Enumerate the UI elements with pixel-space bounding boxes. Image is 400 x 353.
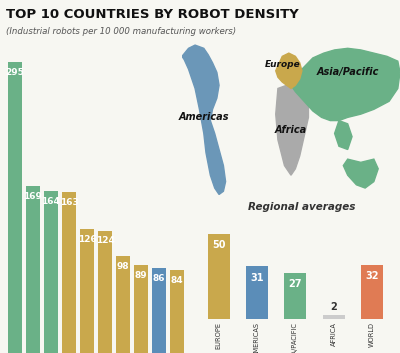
Text: Asia/Pacific: Asia/Pacific: [316, 67, 379, 77]
Text: Europe: Europe: [264, 60, 300, 69]
Text: AMERICAS: AMERICAS: [254, 322, 260, 353]
Polygon shape: [334, 121, 352, 150]
Polygon shape: [291, 48, 400, 121]
Text: 164: 164: [42, 197, 60, 206]
Text: Regional averages: Regional averages: [248, 202, 356, 213]
Text: Americas: Americas: [178, 112, 229, 122]
Bar: [26, 186, 40, 353]
Text: 31: 31: [250, 273, 264, 282]
Text: 86: 86: [153, 274, 165, 283]
FancyBboxPatch shape: [208, 234, 230, 319]
Text: EUROPE: EUROPE: [216, 322, 222, 349]
Text: Africa: Africa: [275, 125, 307, 135]
Text: 295: 295: [5, 68, 24, 77]
Text: 84: 84: [171, 276, 184, 285]
Text: 163: 163: [60, 198, 78, 207]
Polygon shape: [276, 53, 302, 89]
FancyBboxPatch shape: [323, 316, 345, 319]
Bar: [170, 270, 184, 353]
Text: 50: 50: [212, 240, 225, 250]
Text: 169: 169: [24, 192, 42, 201]
FancyBboxPatch shape: [246, 266, 268, 319]
FancyBboxPatch shape: [284, 273, 306, 319]
Text: ASIA/PACIFIC: ASIA/PACIFIC: [292, 322, 298, 353]
Text: 27: 27: [289, 279, 302, 289]
Text: 98: 98: [117, 262, 129, 271]
Polygon shape: [182, 45, 226, 195]
Bar: [8, 62, 22, 353]
Bar: [80, 229, 94, 353]
Text: (Industrial robots per 10 000 manufacturing workers): (Industrial robots per 10 000 manufactur…: [6, 27, 236, 36]
Polygon shape: [343, 159, 378, 188]
Text: 32: 32: [365, 271, 379, 281]
Text: 126: 126: [78, 234, 96, 244]
Bar: [134, 265, 148, 353]
Bar: [116, 256, 130, 353]
Polygon shape: [374, 90, 380, 101]
Polygon shape: [276, 85, 308, 175]
FancyBboxPatch shape: [361, 265, 383, 319]
Text: 89: 89: [135, 271, 148, 280]
Bar: [98, 231, 112, 353]
Bar: [152, 268, 166, 353]
Text: TOP 10 COUNTRIES BY ROBOT DENSITY: TOP 10 COUNTRIES BY ROBOT DENSITY: [6, 8, 299, 21]
Bar: [62, 192, 76, 353]
Text: 124: 124: [96, 237, 114, 245]
Text: 2: 2: [330, 302, 337, 312]
Bar: [44, 191, 58, 353]
Text: AFRICA: AFRICA: [331, 322, 337, 346]
Text: WORLD: WORLD: [369, 322, 375, 347]
